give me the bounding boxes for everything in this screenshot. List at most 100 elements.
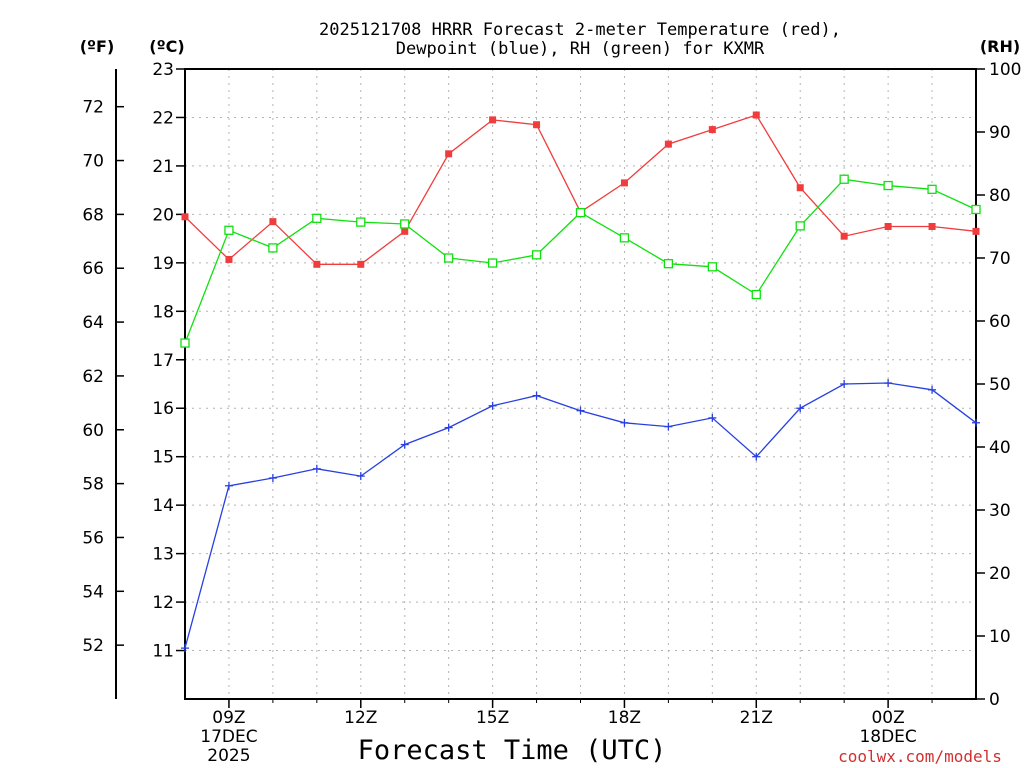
temperature-c-point [489, 116, 497, 124]
celsius-tick-label: 16 [152, 399, 174, 419]
celsius-tick-label: 18 [152, 302, 174, 322]
rh-tick-label: 60 [989, 312, 1011, 332]
rh-point [224, 225, 234, 235]
temperature-c-point [225, 255, 233, 263]
celsius-tick-label: 12 [152, 593, 174, 613]
fahrenheit-tick-label: 60 [82, 421, 104, 441]
temperature-c-point [181, 213, 189, 221]
rh-tick-label: 10 [989, 627, 1011, 647]
temperature-c-point [533, 121, 541, 129]
celsius-tick-label: 15 [152, 448, 174, 468]
dewpoint-c-point [532, 391, 541, 400]
dewpoint-c-point [488, 401, 497, 410]
celsius-tick-label: 21 [152, 157, 174, 177]
axis-ticks: 11 12 13 14 15 16 17 18 19 20 21 22 23 52 54 56 58 60 62 64… [82, 60, 1021, 766]
x-axis-title: Forecast Time (UTC) [358, 735, 667, 766]
dewpoint-c-point [664, 422, 673, 431]
rh-tick-label: 50 [989, 375, 1011, 395]
fahrenheit-tick-label: 68 [82, 205, 104, 225]
rh-tick-label: 90 [989, 123, 1011, 143]
temperature-c-point [269, 218, 277, 226]
rh-point [531, 250, 542, 260]
fahrenheit-unit-label: (ºF) [80, 37, 115, 56]
x-tick-label: 00Z [871, 708, 904, 728]
chart-title-line2: Dewpoint (blue), RH (green) for KXMR [396, 39, 765, 59]
temperature-c-point [796, 184, 804, 192]
dewpoint-c-point [884, 379, 893, 388]
dewpoint-c-point [181, 644, 189, 653]
rh-point [883, 180, 893, 191]
fahrenheit-tick-label: 52 [82, 636, 104, 656]
rh-point [795, 221, 805, 231]
dewpoint-c-point [576, 406, 585, 415]
data-series [180, 111, 981, 653]
celsius-tick-label: 13 [152, 545, 174, 565]
rh-point [180, 338, 190, 348]
celsius-tick-label: 23 [152, 60, 174, 80]
temperature-c-point [840, 232, 848, 240]
dewpoint-c-point [840, 380, 849, 388]
fahrenheit-tick-label: 64 [82, 313, 104, 333]
rh-point [751, 289, 761, 300]
chart-title-line1: 2025121708 HRRR Forecast 2-meter Tempera… [319, 20, 841, 40]
fahrenheit-tick-label: 58 [82, 475, 104, 495]
x-tick-label: 15Z [476, 708, 509, 728]
temperature-c-point [445, 150, 453, 158]
rh-point [927, 184, 937, 194]
dewpoint-c-point [312, 464, 321, 473]
rh-tick-label: 30 [989, 501, 1011, 521]
rh-point [400, 219, 410, 229]
rh-tick-label: 100 [989, 60, 1021, 80]
x-tick-date: 18DEC [859, 727, 916, 747]
grid-lines [185, 68, 976, 699]
dewpoint-c-point [444, 423, 453, 432]
rh-point [663, 259, 674, 269]
dewpoint-c-point [268, 474, 277, 483]
x-tick-date: 17DEC [200, 727, 257, 747]
celsius-unit-label: (ºC) [149, 37, 184, 56]
temperature-c-point [401, 227, 409, 235]
rh-point [312, 213, 322, 223]
x-tick-label: 12Z [344, 708, 377, 728]
credit-link[interactable]: coolwx.com/models [838, 747, 1002, 766]
dewpoint-c-point [972, 418, 980, 427]
rh-point [487, 258, 498, 268]
temperature-c-point [313, 260, 321, 268]
temperature-c-point [972, 227, 980, 235]
celsius-tick-label: 11 [152, 642, 174, 662]
dewpoint-c-point [928, 385, 937, 394]
rh-point [575, 207, 586, 218]
temperature-c-point [928, 223, 936, 230]
temperature-c-point [884, 223, 892, 230]
x-tick-year: 2025 [207, 746, 250, 766]
temperature-c-point [357, 260, 365, 268]
rh-unit-label: (RH) [980, 37, 1020, 56]
x-tick-label: 09Z [212, 708, 245, 728]
rh-tick-label: 0 [989, 690, 1000, 710]
rh-tick-label: 40 [989, 438, 1011, 458]
temperature-c-point [708, 126, 716, 134]
fahrenheit-tick-label: 72 [82, 98, 104, 118]
rh-point [356, 217, 366, 227]
rh-tick-label: 70 [989, 249, 1011, 269]
dewpoint-c-point [708, 413, 717, 422]
rh-point [268, 243, 278, 253]
celsius-tick-label: 20 [152, 205, 174, 225]
rh-point [707, 262, 717, 272]
fahrenheit-tick-label: 62 [82, 367, 104, 387]
celsius-tick-label: 17 [152, 351, 174, 371]
dewpoint-c-point [752, 452, 761, 461]
fahrenheit-tick-label: 54 [82, 582, 104, 602]
rh-point [444, 253, 454, 263]
temperature-c-point [620, 179, 628, 187]
x-tick-label: 18Z [608, 708, 641, 728]
fahrenheit-tick-label: 70 [82, 152, 104, 172]
celsius-tick-label: 19 [152, 254, 174, 274]
dewpoint-c-point [224, 481, 233, 490]
x-tick-label: 21Z [740, 708, 773, 728]
dewpoint-c-point [356, 472, 365, 481]
dewpoint-c-point [620, 418, 629, 427]
fahrenheit-tick-label: 66 [82, 259, 104, 279]
temperature-c-point [664, 140, 672, 148]
